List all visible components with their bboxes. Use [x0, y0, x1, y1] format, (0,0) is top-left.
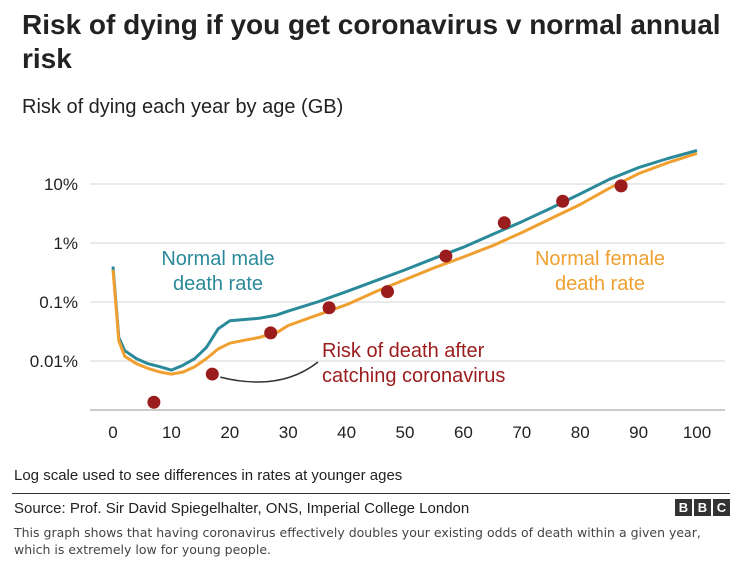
female-series-label: Normal female	[535, 248, 665, 270]
x-tick-label: 40	[337, 423, 356, 442]
image-caption: This graph shows that having coronavirus…	[14, 525, 701, 557]
covid-risk-point	[322, 301, 336, 315]
chart-title: Risk of dying if you get coronavirus v n…	[22, 9, 721, 74]
covid-risk-point	[556, 194, 570, 208]
y-tick-label: 0.1%	[39, 293, 78, 312]
covid-risk-point	[497, 216, 511, 230]
x-tick-label: 0	[108, 423, 117, 442]
bbc-logo-letter: B	[694, 499, 711, 516]
bbc-logo-letter: C	[713, 499, 730, 516]
covid-risk-point	[147, 395, 161, 409]
y-tick-label: 1%	[53, 234, 78, 253]
male-series-label: death rate	[173, 273, 263, 295]
source-line: Source: Prof. Sir David Spiegelhalter, O…	[14, 500, 470, 517]
covid-series-label: Risk of death after	[322, 340, 485, 362]
x-tick-label: 100	[683, 423, 711, 442]
footer-divider	[12, 493, 730, 494]
covid-series-label: catching coronavirus	[322, 365, 505, 387]
bbc-logo: B B C	[675, 499, 730, 516]
bbc-logo-letter: B	[675, 499, 692, 516]
y-tick-label: 0.01%	[30, 352, 78, 371]
male-series-label: Normal male	[161, 248, 274, 270]
covid-risk-point	[205, 367, 219, 381]
x-tick-label: 80	[571, 423, 590, 442]
x-tick-label: 10	[162, 423, 181, 442]
x-tick-label: 30	[279, 423, 298, 442]
x-tick-label: 70	[512, 423, 531, 442]
x-tick-label: 90	[629, 423, 648, 442]
x-tick-label: 50	[396, 423, 415, 442]
x-tick-label: 60	[454, 423, 473, 442]
covid-risk-point	[380, 285, 394, 299]
covid-risk-point	[439, 249, 453, 263]
covid-risk-point	[264, 326, 278, 340]
chart-subtitle: Risk of dying each year by age (GB)	[22, 96, 344, 118]
female-series-label: death rate	[555, 273, 645, 295]
female-death-rate-line	[111, 151, 698, 376]
annotation-pointer	[220, 361, 319, 383]
log-scale-note: Log scale used to see differences in rat…	[14, 467, 403, 484]
male-death-rate-line	[111, 149, 698, 372]
covid-risk-point	[614, 179, 628, 193]
y-tick-label: 10%	[44, 175, 78, 194]
risk-chart: 10% 1% 0.1% 0.01% 0 10 20 30 40 50 60 70 80 90 100 Norm…	[30, 149, 725, 442]
x-tick-label: 20	[220, 423, 239, 442]
